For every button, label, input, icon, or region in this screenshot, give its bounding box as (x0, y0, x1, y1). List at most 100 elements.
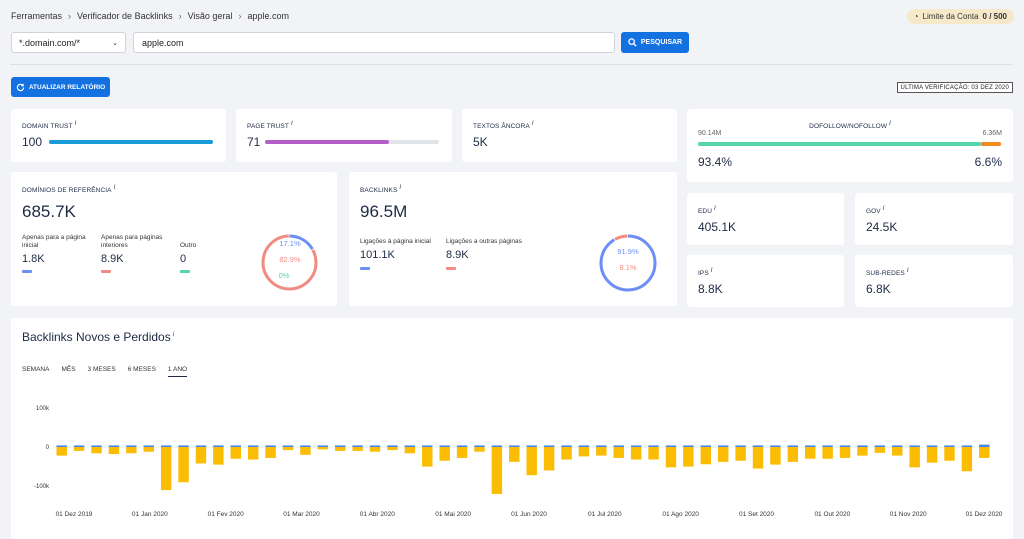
chart-bar-lost[interactable] (474, 447, 485, 452)
update-report-button[interactable]: ATUALIZAR RELATÓRIO (11, 77, 110, 97)
chart-bar-lost[interactable] (909, 447, 920, 468)
chart-bar-lost[interactable] (456, 447, 468, 458)
chart-bar-lost[interactable] (422, 447, 433, 467)
chart-bar-new[interactable] (805, 445, 816, 447)
chart-bar-new[interactable] (230, 445, 241, 447)
chart-bar-lost[interactable] (717, 447, 729, 462)
chart-bar-lost[interactable] (213, 447, 224, 465)
chart-bar-lost[interactable] (230, 447, 241, 459)
chart-bar-new[interactable] (944, 445, 955, 447)
chart-bar-new[interactable] (404, 445, 416, 447)
chart-bar-lost[interactable] (787, 447, 799, 462)
chart-bar-lost[interactable] (387, 447, 398, 451)
chart-bar-new[interactable] (578, 445, 590, 447)
chart-bar-new[interactable] (56, 445, 67, 447)
chart-bar-new[interactable] (683, 445, 694, 447)
chart-bar-new[interactable] (143, 445, 154, 447)
tab-3-months[interactable]: 3 MESES (87, 366, 116, 373)
chart-bar-lost[interactable] (56, 447, 67, 456)
chart-bar-lost[interactable] (926, 447, 938, 463)
chart-bar-new[interactable] (352, 445, 363, 447)
chart-bar-new[interactable] (439, 445, 450, 447)
chart-bar-lost[interactable] (526, 447, 537, 476)
chart-bar-lost[interactable] (543, 447, 555, 471)
tab-week[interactable]: SEMANA (22, 366, 50, 373)
chart-bar-lost[interactable] (73, 447, 85, 451)
chart-bar-lost[interactable] (892, 447, 903, 456)
chart-bar-lost[interactable] (439, 447, 450, 461)
account-limit-badge[interactable]: ◔ Limite da Conta 0 / 500 (906, 9, 1014, 24)
chart-bar-new[interactable] (126, 445, 137, 447)
chart-bar-new[interactable] (787, 445, 799, 447)
chart-bar-new[interactable] (422, 445, 433, 447)
chart-bar-lost[interactable] (247, 447, 259, 460)
chart-bar-lost[interactable] (630, 447, 642, 460)
chart-bar-new[interactable] (178, 445, 189, 447)
chart-bar-lost[interactable] (178, 447, 189, 483)
chart-bar-lost[interactable] (509, 447, 520, 462)
chart-bar-new[interactable] (630, 445, 642, 447)
tab-1-year[interactable]: 1 ANO (167, 366, 188, 377)
chart-bar-lost[interactable] (578, 447, 590, 457)
chart-bar-new[interactable] (526, 445, 537, 447)
search-button[interactable]: PESQUISAR (621, 32, 689, 53)
chart-bar-new[interactable] (613, 445, 624, 447)
chart-bar-lost[interactable] (874, 447, 886, 453)
chart-bar-lost[interactable] (770, 447, 781, 465)
chart-bar-new[interactable] (874, 445, 886, 447)
chart-bar-lost[interactable] (126, 447, 137, 454)
tab-6-months[interactable]: 6 MESES (127, 366, 156, 373)
chart-bar-new[interactable] (857, 445, 868, 447)
chart-bar-lost[interactable] (91, 447, 102, 454)
chart-bar-new[interactable] (369, 445, 381, 447)
chart-bar-lost[interactable] (143, 447, 154, 452)
chart-bar-lost[interactable] (335, 447, 346, 451)
chart-bar-new[interactable] (822, 445, 833, 447)
chart-bar-lost[interactable] (491, 447, 503, 494)
chart-bar-lost[interactable] (300, 447, 311, 455)
chart-bar-lost[interactable] (352, 447, 363, 451)
chart-bar-lost[interactable] (317, 447, 329, 450)
chart-bar-new[interactable] (213, 445, 224, 447)
chart-bar-new[interactable] (509, 445, 520, 447)
chart-bar-new[interactable] (752, 445, 764, 447)
chart-bar-new[interactable] (335, 445, 346, 447)
chart-bar-lost[interactable] (665, 447, 677, 468)
chart-bar-new[interactable] (265, 445, 276, 447)
chart-bar-new[interactable] (456, 445, 468, 447)
chart-bar-new[interactable] (561, 445, 572, 447)
search-mode-select[interactable]: *.domain.com/* ⌄ (11, 32, 126, 53)
chart-bar-new[interactable] (108, 445, 120, 447)
chart-bar-new[interactable] (717, 445, 729, 447)
chart-bar-new[interactable] (665, 445, 677, 447)
chart-bar-lost[interactable] (561, 447, 572, 460)
chart-bar-new[interactable] (735, 445, 746, 447)
chart-bar-new[interactable] (892, 445, 903, 447)
chart-bar-new[interactable] (491, 445, 503, 447)
chart-bar-new[interactable] (770, 445, 781, 447)
chart-bar-new[interactable] (909, 445, 920, 447)
chart-bar-new[interactable] (596, 445, 607, 447)
chart-bar-new[interactable] (160, 445, 172, 447)
chart-bar-lost[interactable] (839, 447, 851, 458)
chart-bar-lost[interactable] (265, 447, 276, 458)
breadcrumb-item[interactable]: Visão geral (187, 11, 233, 21)
chart-bar-lost[interactable] (857, 447, 868, 456)
chart-bar-lost[interactable] (613, 447, 624, 458)
chart-bar-new[interactable] (979, 444, 990, 447)
chart-bar-new[interactable] (700, 445, 711, 447)
chart-bar-new[interactable] (474, 445, 485, 447)
chart-bar-lost[interactable] (822, 447, 833, 459)
chart-bar-new[interactable] (73, 445, 85, 447)
chart-bar-lost[interactable] (944, 447, 955, 461)
chart-bar-lost[interactable] (160, 447, 172, 491)
breadcrumb-item[interactable]: Verificador de Backlinks (77, 11, 173, 21)
chart-bar-new[interactable] (195, 445, 207, 447)
search-input[interactable]: apple.com (133, 32, 615, 53)
chart-bar-lost[interactable] (195, 447, 207, 464)
breadcrumb-item[interactable]: Ferramentas (11, 11, 63, 21)
chart-bar-lost[interactable] (961, 447, 973, 472)
chart-bar-lost[interactable] (700, 447, 711, 465)
chart-bar-lost[interactable] (108, 447, 120, 455)
chart-bar-new[interactable] (543, 445, 555, 447)
